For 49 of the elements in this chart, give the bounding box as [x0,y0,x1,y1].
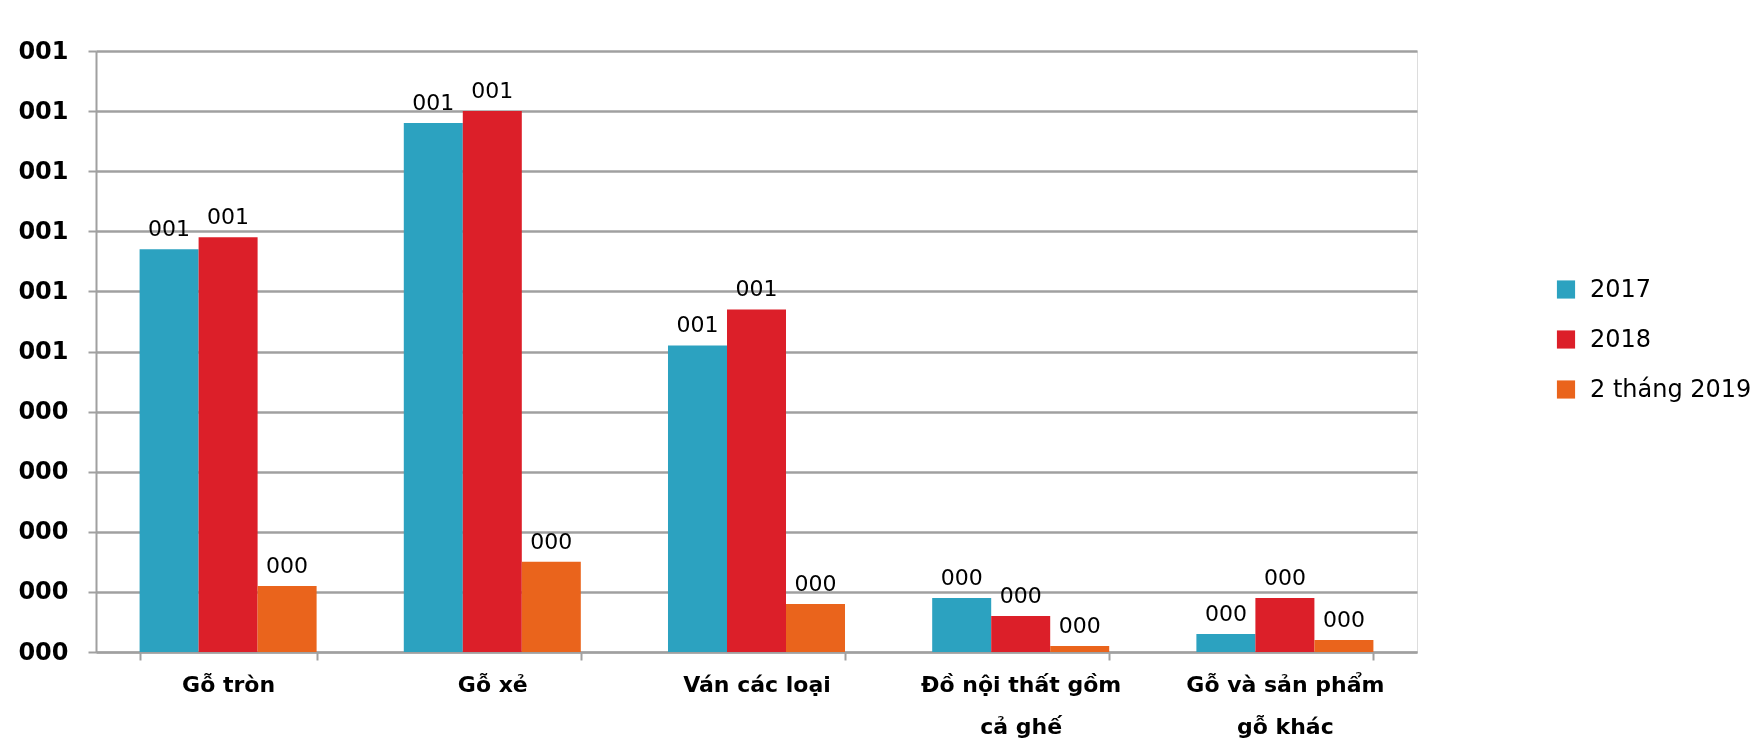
y-tick-label: 001 [18,276,69,305]
x-tick-label: Gỗ và sản phẩm gỗ khác [1186,671,1385,739]
data-label: 000 [794,570,837,596]
data-label: 001 [471,78,514,104]
bar [1255,597,1315,652]
data-label: 000 [940,564,983,590]
bar [462,111,522,652]
x-tick-label: Ván các loại [683,671,831,697]
bar [991,615,1051,652]
bar [727,309,786,652]
data-label: 000 [999,582,1042,608]
data-label: 001 [735,276,778,302]
data-label: 000 [1322,606,1365,632]
y-tick-label: 000 [18,637,69,666]
bar [786,603,846,652]
x-tick-label: Gỗ xẻ [457,671,528,697]
x-tick-label: Đồ nội thất gồm cả ghế [921,671,1122,739]
data-label: 000 [1058,612,1101,638]
bar [139,249,199,652]
legend-label: 2 tháng 2019 [1590,374,1752,403]
y-tick-label: 001 [18,36,69,65]
data-label: 000 [1263,564,1306,590]
bar [403,123,463,652]
y-tick-label: 000 [18,397,69,426]
data-label: 001 [207,204,250,230]
bar [521,561,581,652]
bar [1050,645,1110,652]
data-label: 001 [676,312,719,338]
bar [198,237,258,652]
data-label: 000 [1204,600,1247,626]
y-tick-label: 000 [18,457,69,486]
data-label: 000 [266,552,309,578]
data-label: 001 [412,90,455,116]
bar [932,597,992,652]
bar [257,585,317,652]
y-tick-label: 000 [18,517,69,546]
y-tick-label: 001 [18,156,69,185]
legend-label: 2017 [1590,274,1652,303]
y-tick-label: 001 [18,216,69,245]
data-label: 000 [530,528,573,554]
y-tick-label: 001 [18,96,69,125]
bar [1196,633,1256,652]
y-tick-label: 001 [18,337,69,365]
x-tick-label: Gỗ tròn [182,671,276,697]
data-label: 001 [148,216,191,242]
bar [1314,639,1374,652]
bar [667,345,727,652]
y-tick-label: 000 [18,577,69,606]
legend-label: 2018 [1590,324,1652,353]
